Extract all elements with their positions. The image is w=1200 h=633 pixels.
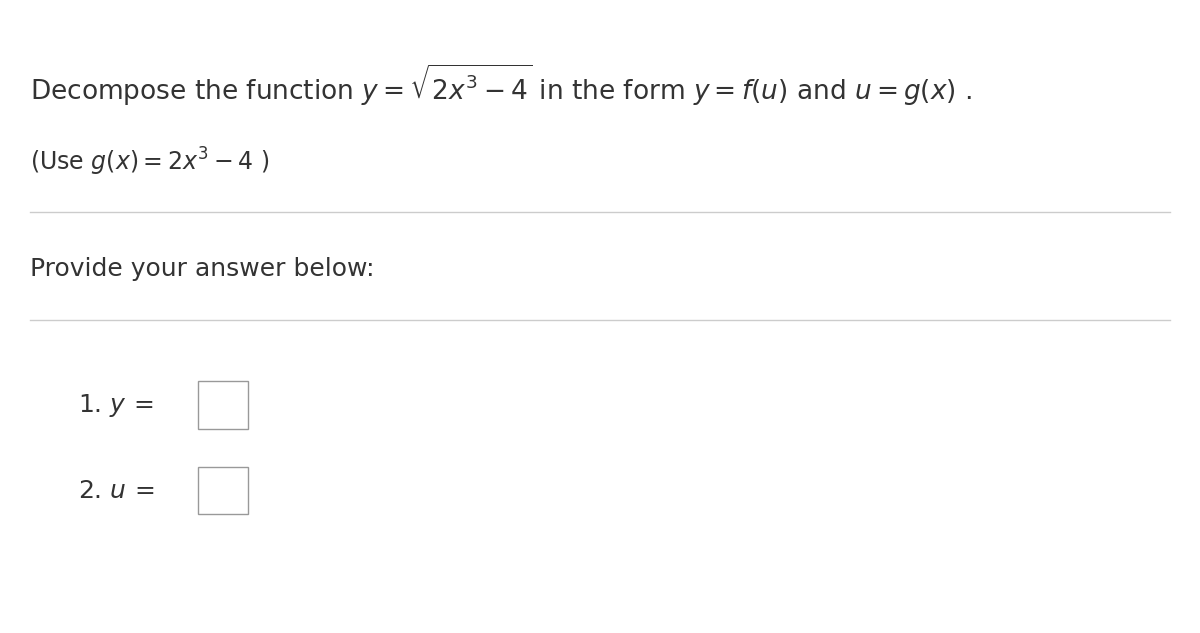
Text: 2. $u\,=$: 2. $u\,=$ [78, 479, 155, 503]
Text: Provide your answer below:: Provide your answer below: [30, 257, 374, 281]
Text: Decompose the function $y = \sqrt{2x^3 - 4}$ in the form $y = f(u)$ and $u = g(x: Decompose the function $y = \sqrt{2x^3 -… [30, 63, 972, 108]
Text: 1. $y\,=$: 1. $y\,=$ [78, 392, 154, 418]
FancyBboxPatch shape [198, 381, 248, 429]
FancyBboxPatch shape [198, 467, 248, 514]
Text: (Use $g(x) = 2x^3 - 4$ ): (Use $g(x) = 2x^3 - 4$ ) [30, 146, 269, 177]
